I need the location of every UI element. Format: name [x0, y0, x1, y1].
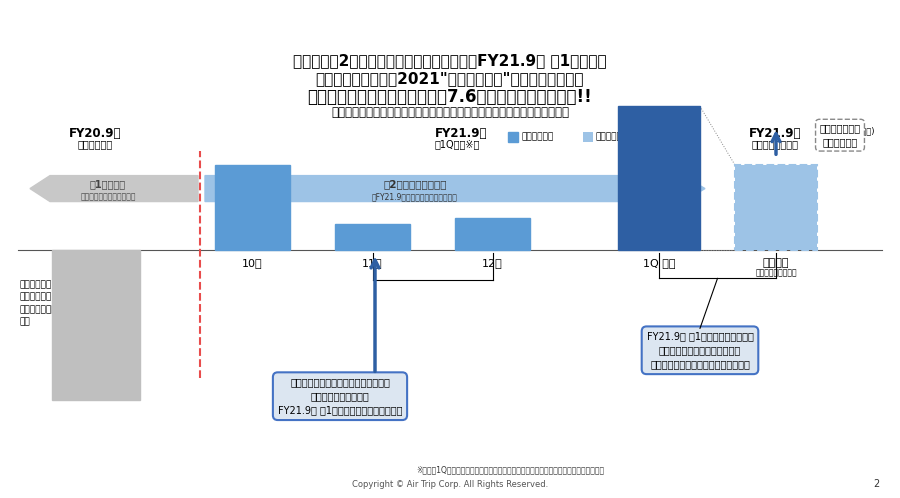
Bar [735, 165, 817, 250]
Text: 10月: 10月 [242, 258, 263, 268]
Bar [215, 165, 290, 250]
Text: FY20.9期: FY20.9期 [68, 127, 122, 140]
Text: 通期累積: 通期累積 [763, 258, 789, 268]
Text: 11月: 11月 [362, 258, 382, 268]
Text: FY21.9期 第1四半期の実業利益が
四半期で過去最高水準を達成し
エアトリグループは順調に再始動する: FY21.9期 第1四半期の実業利益が 四半期で過去最高水準を達成し エアトリグ… [646, 331, 753, 370]
Text: 業界の先陣を切り、営業利益が7.6億円と過去最高を達成!!: 業界の先陣を切り、営業利益が7.6億円と過去最高を達成!! [308, 88, 592, 106]
Text: 成長戦略「エアトリ2021"リ・スタート"」の実行により、: 成長戦略「エアトリ2021"リ・スタート"」の実行により、 [316, 71, 584, 86]
FancyArrow shape [205, 176, 705, 202]
Text: ～通期業績予想を大きく超える伸長で、エアトリグループは順調に再始動～: ～通期業績予想を大きく超える伸長で、エアトリグループは順調に再始動～ [331, 106, 569, 119]
Text: （通期実績）: （通期実績） [77, 139, 112, 150]
Text: エアトリ: エアトリ [830, 7, 886, 31]
Text: （1Q業績※）: （1Q業績※） [435, 139, 481, 150]
Text: 大規模の減損
損失計上等に
より、身軽な体
質に: 大規模の減損 損失計上等に より、身軽な体 質に [20, 280, 58, 327]
Bar [335, 224, 410, 250]
Text: FY21.9期 第1Q「リ・スタート」~コロナ禍で四半期の営業利益が過去最高水準で再始動~: FY21.9期 第1Q「リ・スタート」~コロナ禍で四半期の営業利益が過去最高水準… [11, 14, 283, 24]
Bar [52, 250, 140, 400]
Text: 通期業績予想は
保守的に作成: 通期業績予想は 保守的に作成 [819, 123, 860, 147]
Text: △7.9: △7.9 [80, 319, 112, 332]
Text: 事業ポートフォリオの分散推進による
事業収益の積み上げで
FY21.9期 第1四半期より単月黒字化達成: 事業ポートフォリオの分散推進による 事業収益の積み上げで FY21.9期 第1四… [278, 377, 402, 415]
Text: （上場後から前期末まで）: （上場後から前期末まで） [80, 192, 136, 201]
Text: FY21.9期: FY21.9期 [749, 127, 801, 140]
Bar [455, 218, 530, 250]
Text: ※上記の1Q業績は現時点の速報値であり、実際の業績とは異なる可能性がございます。: ※上記の1Q業績は現時点の速報値であり、実際の業績とは異なる可能性がございます。 [416, 466, 604, 475]
Text: 1.7: 1.7 [481, 227, 505, 242]
Text: 12月: 12月 [482, 258, 503, 268]
Text: 第1ステージ: 第1ステージ [90, 180, 126, 190]
Text: FY21.9期: FY21.9期 [435, 127, 488, 140]
Text: 1.4: 1.4 [360, 230, 385, 244]
Text: 4.5: 4.5 [763, 201, 788, 215]
Text: （FY21.9期から「リ・スタート」）: （FY21.9期から「リ・スタート」） [372, 192, 458, 201]
Text: 連続営業利益: 連続営業利益 [521, 132, 553, 141]
Bar [508, 131, 518, 141]
Bar [583, 131, 593, 141]
Text: （通期業績予想）: （通期業績予想） [752, 139, 798, 150]
Text: 単位：(億円): 単位：(億円) [843, 126, 875, 135]
Text: 1Q 累計: 1Q 累計 [643, 258, 675, 268]
Text: （業績予想修正後）: （業績予想修正後） [755, 268, 796, 277]
Bar [618, 106, 700, 250]
FancyArrow shape [30, 176, 198, 202]
Text: 上場後の第2ステージの始まりと位置づけたFY21.9期 第1四半期は: 上場後の第2ステージの始まりと位置づけたFY21.9期 第1四半期は [293, 53, 607, 68]
Text: 第2ステージの始まり: 第2ステージの始まり [383, 180, 446, 190]
Text: Copyright © Air Trip Corp. All Rights Reserved.: Copyright © Air Trip Corp. All Rights Re… [352, 480, 548, 489]
Text: 2: 2 [874, 479, 880, 489]
Text: 連続営業損失（減損前）: 連続営業損失（減損前） [596, 132, 655, 141]
Text: 4.5: 4.5 [240, 201, 265, 215]
Text: 7.6: 7.6 [644, 169, 675, 187]
